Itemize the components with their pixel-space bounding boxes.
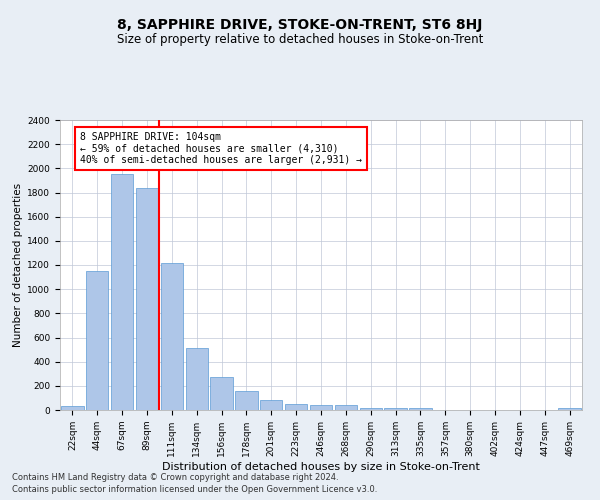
Bar — [61, 406, 83, 410]
Bar — [136, 188, 158, 410]
Bar — [260, 400, 283, 410]
Text: Contains HM Land Registry data © Crown copyright and database right 2024.: Contains HM Land Registry data © Crown c… — [12, 472, 338, 482]
Bar — [559, 408, 581, 410]
Bar — [409, 408, 431, 410]
Bar — [385, 408, 407, 410]
Bar — [185, 348, 208, 410]
X-axis label: Distribution of detached houses by size in Stoke-on-Trent: Distribution of detached houses by size … — [162, 462, 480, 471]
Bar — [86, 271, 109, 410]
Text: 8 SAPPHIRE DRIVE: 104sqm
← 59% of detached houses are smaller (4,310)
40% of sem: 8 SAPPHIRE DRIVE: 104sqm ← 59% of detach… — [80, 132, 362, 166]
Bar — [161, 262, 183, 410]
Bar — [310, 404, 332, 410]
Bar — [235, 392, 257, 410]
Bar — [285, 404, 307, 410]
Text: Contains public sector information licensed under the Open Government Licence v3: Contains public sector information licen… — [12, 485, 377, 494]
Y-axis label: Number of detached properties: Number of detached properties — [13, 183, 23, 347]
Bar — [111, 174, 133, 410]
Bar — [359, 408, 382, 410]
Text: Size of property relative to detached houses in Stoke-on-Trent: Size of property relative to detached ho… — [117, 32, 483, 46]
Bar — [335, 405, 357, 410]
Text: 8, SAPPHIRE DRIVE, STOKE-ON-TRENT, ST6 8HJ: 8, SAPPHIRE DRIVE, STOKE-ON-TRENT, ST6 8… — [118, 18, 482, 32]
Bar — [211, 378, 233, 410]
